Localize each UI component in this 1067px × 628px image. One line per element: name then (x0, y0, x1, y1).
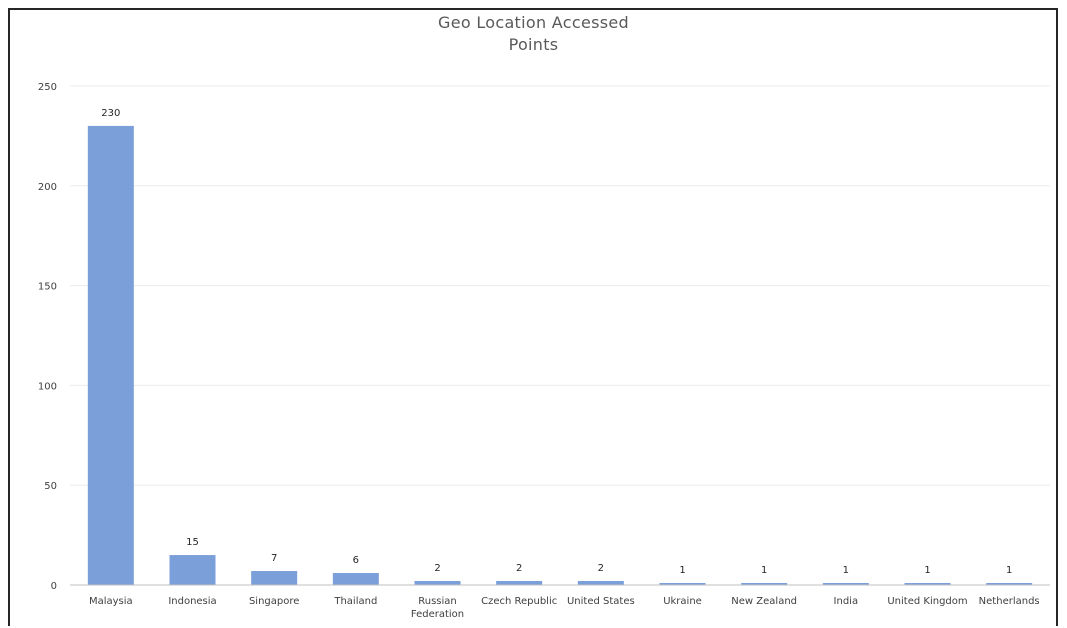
bar-netherlands (986, 583, 1033, 585)
data-label: 1 (924, 565, 930, 576)
bar-singapore (251, 571, 298, 585)
data-labels: 230 15 7 6 2 2 2 1 1 1 1 1 (101, 108, 1012, 576)
gridlines (70, 85, 1050, 486)
chart-title-line-2: Points (508, 35, 559, 54)
x-tick-label: Singapore (249, 596, 299, 607)
bar-thailand (332, 573, 379, 585)
bar-russian-federation (414, 581, 461, 585)
y-tick-label: 150 (38, 282, 57, 293)
x-tick-label: Thailand (333, 596, 377, 607)
x-tick-label: Malaysia (89, 596, 133, 607)
data-label: 6 (353, 555, 359, 566)
x-tick-label: Czech Republic (481, 596, 557, 607)
x-axis-ticks: Malaysia Indonesia Singapore Thailand Russia… (89, 596, 1040, 620)
chart-title: Geo Location Accessed Points (0, 12, 1067, 56)
bar-czech-republic (496, 581, 543, 585)
y-tick-label: 200 (38, 182, 57, 193)
data-label: 2 (598, 563, 604, 574)
bar-new-zealand (741, 583, 788, 585)
bars (87, 125, 1033, 586)
bar-indonesia (169, 555, 216, 585)
bar-united-states (577, 581, 624, 585)
y-tick-label: 0 (51, 581, 57, 592)
data-label: 15 (186, 537, 199, 548)
x-tick-label: Russian (418, 596, 457, 607)
y-tick-label: 50 (44, 481, 57, 492)
bar-ukraine (659, 583, 706, 585)
data-label: 2 (516, 563, 522, 574)
x-tick-label: Indonesia (168, 596, 216, 607)
x-tick-label: Ukraine (663, 596, 702, 607)
y-tick-label: 250 (38, 82, 57, 93)
x-tick-label: New Zealand (731, 596, 797, 607)
data-label: 2 (434, 563, 440, 574)
data-label: 1 (761, 565, 767, 576)
data-label: 1 (679, 565, 685, 576)
x-tick-label: Federation (411, 609, 464, 620)
bar-united-kingdom (904, 583, 951, 585)
y-axis-ticks: 0 50 100 150 200 250 (38, 82, 57, 592)
bar-india (822, 583, 869, 585)
y-tick-label: 100 (38, 381, 57, 392)
chart-title-line-1: Geo Location Accessed (438, 13, 629, 32)
x-tick-label: Netherlands (979, 596, 1040, 607)
data-label: 230 (101, 108, 120, 119)
bar-malaysia (87, 125, 134, 586)
data-label: 7 (271, 553, 277, 564)
chart-frame (8, 8, 1058, 626)
data-label: 1 (1006, 565, 1012, 576)
x-tick-label: United States (567, 596, 635, 607)
data-label: 1 (843, 565, 849, 576)
x-tick-label: India (834, 596, 859, 607)
x-tick-label: United Kingdom (887, 596, 967, 607)
